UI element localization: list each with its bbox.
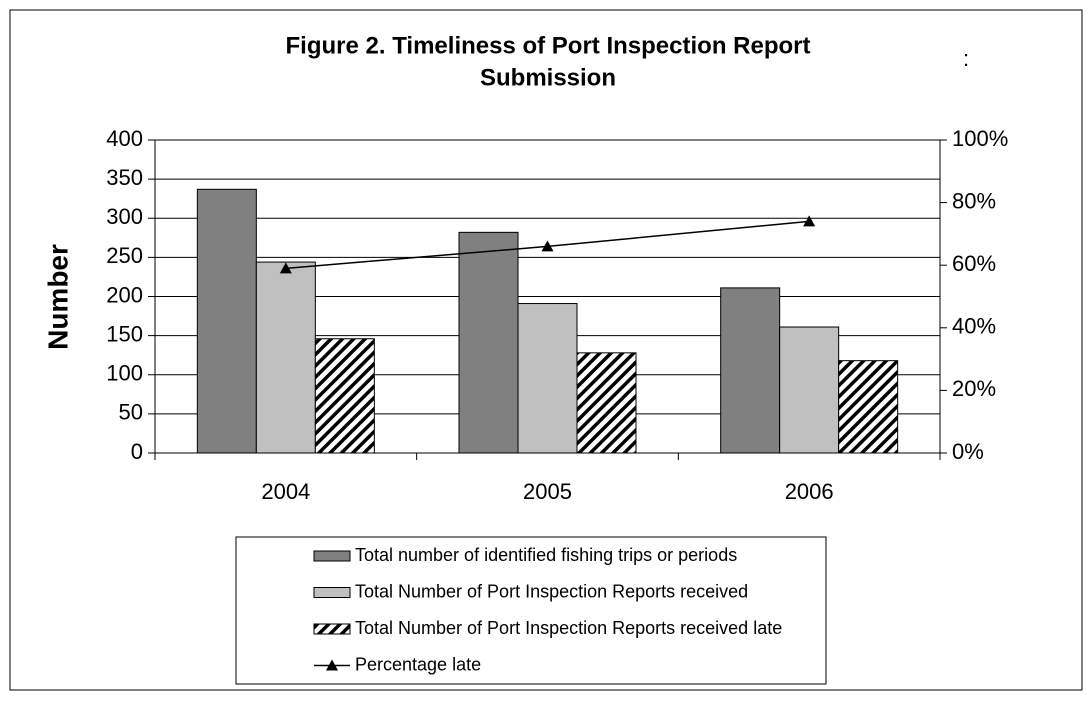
bar — [255, 261, 316, 454]
bar — [196, 188, 257, 454]
y2-tick-label: 80% — [952, 188, 996, 213]
y-axis-label: Number — [42, 244, 73, 350]
y-tick-label: 50 — [119, 400, 143, 425]
bar — [576, 352, 637, 454]
bar — [458, 231, 519, 454]
y-tick-label: 0 — [131, 439, 143, 464]
y-tick-label: 150 — [106, 321, 143, 346]
y2-tick-label: 100% — [952, 126, 1008, 151]
line-marker — [541, 240, 554, 252]
x-tick-label: 2004 — [261, 479, 310, 504]
bar — [779, 326, 840, 454]
legend-swatch — [313, 623, 351, 635]
y-tick-label: 300 — [106, 204, 143, 229]
bar — [314, 338, 375, 454]
y-tick-label: 100 — [106, 361, 143, 386]
y-tick-label: 400 — [106, 126, 143, 151]
y2-tick-label: 0% — [952, 439, 984, 464]
legend-swatch — [313, 587, 351, 598]
y2-tick-label: 60% — [952, 251, 996, 276]
bar — [838, 360, 899, 454]
x-tick-label: 2006 — [785, 479, 834, 504]
legend-marker — [326, 659, 338, 671]
annotation: : — [963, 46, 969, 71]
y-tick-label: 350 — [106, 165, 143, 190]
legend-label: Total Number of Port Inspection Reports … — [355, 581, 748, 601]
bar — [720, 287, 781, 454]
chart-title: Submission — [480, 64, 616, 91]
legend-label: Total Number of Port Inspection Reports … — [355, 618, 782, 638]
y-tick-label: 200 — [106, 282, 143, 307]
y2-tick-label: 20% — [952, 376, 996, 401]
y-tick-label: 250 — [106, 243, 143, 268]
line-marker — [279, 262, 292, 274]
legend-label: Percentage late — [355, 654, 481, 674]
chart-title: Figure 2. Timeliness of Port Inspection … — [286, 32, 811, 59]
y2-tick-label: 40% — [952, 314, 996, 339]
legend-swatch — [313, 550, 351, 562]
line-marker — [803, 215, 816, 227]
legend-label: Total number of identified fishing trips… — [355, 545, 737, 565]
bar — [517, 303, 578, 454]
x-tick-label: 2005 — [523, 479, 572, 504]
